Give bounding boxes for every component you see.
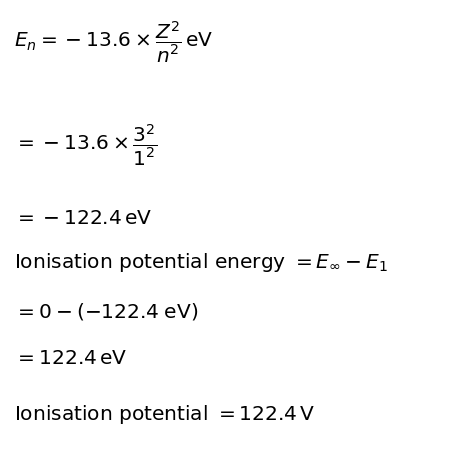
Text: $= -13.6\times\dfrac{3^2}{1^2}$: $= -13.6\times\dfrac{3^2}{1^2}$ bbox=[14, 122, 157, 168]
Text: $=122.4\,\mathrm{eV}$: $=122.4\,\mathrm{eV}$ bbox=[14, 348, 128, 367]
Text: Ionisation potential $= 122.4\,\mathrm{V}$: Ionisation potential $= 122.4\,\mathrm{V… bbox=[14, 404, 315, 426]
Text: $E_n = -13.6\times\dfrac{Z^2}{n^2}\,\mathrm{eV}$: $E_n = -13.6\times\dfrac{Z^2}{n^2}\,\mat… bbox=[14, 19, 213, 65]
Text: $= -122.4\,\mathrm{eV}$: $= -122.4\,\mathrm{eV}$ bbox=[14, 208, 152, 228]
Text: Ionisation potential energy $= E_{\infty} - E_1$: Ionisation potential energy $= E_{\infty… bbox=[14, 251, 388, 275]
Text: $= 0-(-122.4\;\mathrm{eV})$: $= 0-(-122.4\;\mathrm{eV})$ bbox=[14, 301, 198, 323]
